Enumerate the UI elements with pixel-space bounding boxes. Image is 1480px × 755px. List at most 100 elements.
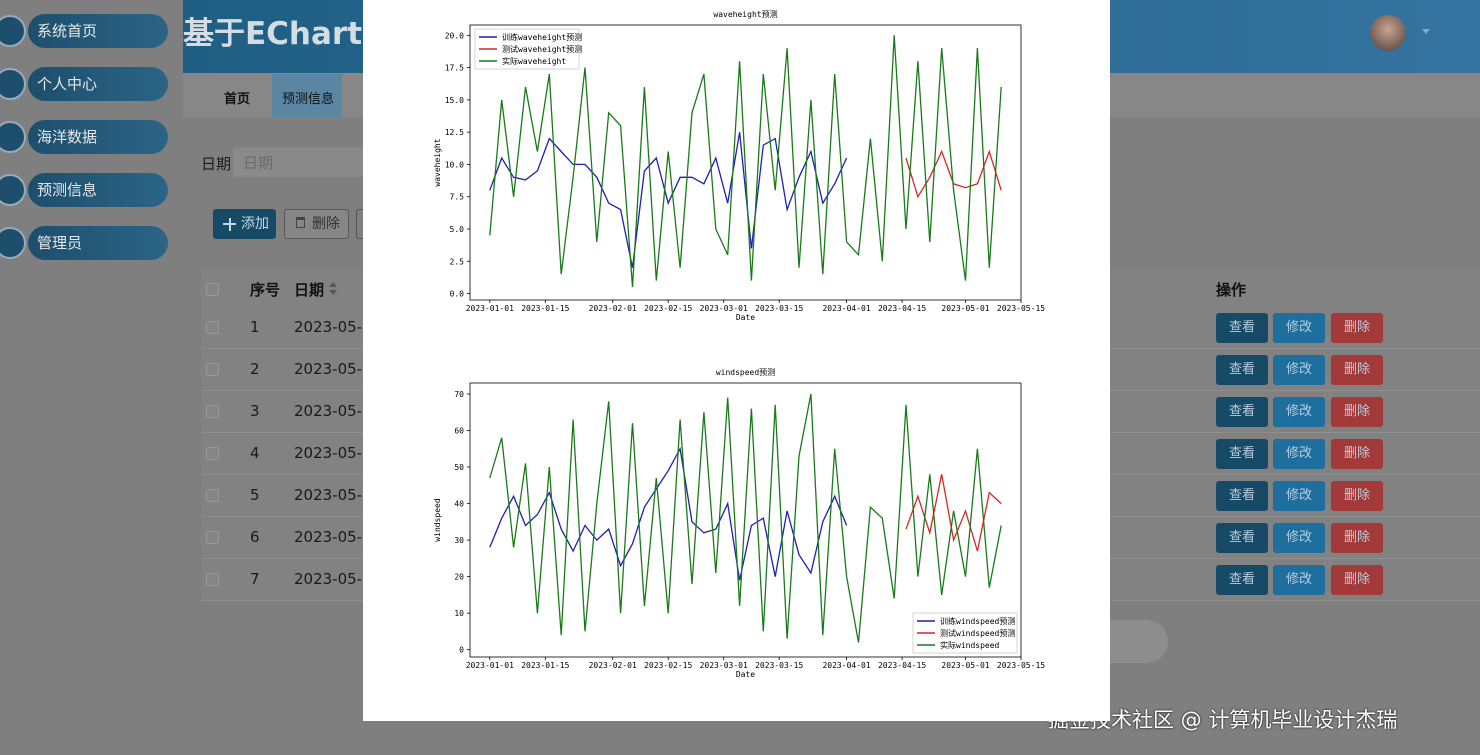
menu-item[interactable]: 管理员 <box>28 226 168 260</box>
menu-item[interactable]: 预测信息 <box>28 173 168 207</box>
action-button[interactable]: 修改 <box>1273 481 1325 511</box>
filter-label: 日期 <box>201 155 232 173</box>
avatar-caret[interactable] <box>1422 29 1430 34</box>
action-button[interactable]: 删除 <box>1331 481 1383 511</box>
legend-label: 训练waveheight预测 <box>502 32 582 42</box>
action-button[interactable]: 删除 <box>1331 355 1383 385</box>
menu-icon[interactable] <box>0 174 26 206</box>
delete-button[interactable]: 删除 <box>284 209 349 239</box>
checkbox[interactable] <box>206 573 219 586</box>
row-date: 2023-05-1 <box>294 570 372 588</box>
plus-icon <box>228 217 231 231</box>
sort-icon <box>329 282 337 287</box>
y-tick-label: 2.5 <box>450 257 465 266</box>
y-tick-label: 70 <box>454 390 464 399</box>
y-tick-label: 10 <box>454 609 464 618</box>
action-button[interactable]: 修改 <box>1273 355 1325 385</box>
row-date: 2023-05-1 <box>294 486 372 504</box>
series-line <box>489 446 848 581</box>
column-header: 日期 <box>294 281 325 299</box>
trash-icon <box>296 217 305 228</box>
action-button[interactable]: 查看 <box>1216 565 1268 595</box>
y-tick-label: 30 <box>454 536 464 545</box>
checkbox[interactable] <box>206 321 219 334</box>
x-axis-label: Date <box>736 313 755 322</box>
action-button[interactable]: 修改 <box>1273 439 1325 469</box>
action-button[interactable]: 删除 <box>1331 565 1383 595</box>
row-index: 5 <box>250 486 260 504</box>
menu-item[interactable]: 系统首页 <box>28 14 168 48</box>
y-tick-label: 5.0 <box>450 225 465 234</box>
menu-icon[interactable] <box>0 121 26 153</box>
action-button[interactable]: 修改 <box>1273 313 1325 343</box>
x-tick-label: 2023-04-01 <box>822 661 870 670</box>
x-tick-label: 2023-01-01 <box>466 304 514 313</box>
menu-item[interactable]: 海洋数据 <box>28 120 168 154</box>
action-button[interactable]: 删除 <box>1331 397 1383 427</box>
action-button[interactable]: 查看 <box>1216 355 1268 385</box>
filter-input[interactable]: 日期 <box>233 147 373 177</box>
action-button[interactable]: 查看 <box>1216 481 1268 511</box>
y-tick-label: 17.5 <box>445 64 464 73</box>
menu-icon[interactable] <box>0 68 26 100</box>
action-button[interactable]: 删除 <box>1331 313 1383 343</box>
action-button[interactable]: 修改 <box>1273 565 1325 595</box>
checkbox[interactable] <box>206 489 219 502</box>
tab[interactable]: 预测信息 <box>282 92 335 107</box>
checkbox[interactable] <box>206 405 219 418</box>
x-tick-label: 2023-04-01 <box>822 304 870 313</box>
legend-label: 实际waveheight <box>502 56 566 66</box>
y-tick-label: 7.5 <box>450 193 465 202</box>
legend-label: 测试windspeed预测 <box>940 628 1015 638</box>
row-date: 2023-05-1 <box>294 528 372 546</box>
action-button[interactable]: 查看 <box>1216 439 1268 469</box>
checkbox[interactable] <box>206 447 219 460</box>
x-tick-label: 2023-01-01 <box>466 661 514 670</box>
row-index: 2 <box>250 360 260 378</box>
row-date: 2023-05-1 <box>294 318 372 336</box>
tab[interactable]: 首页 <box>224 92 251 107</box>
action-button[interactable]: 查看 <box>1216 313 1268 343</box>
sort-icon <box>329 290 337 295</box>
x-tick-label: 2023-03-15 <box>755 304 803 313</box>
x-axis-label: Date <box>736 670 755 679</box>
legend-label: 实际windspeed <box>940 640 1000 650</box>
action-button[interactable]: 查看 <box>1216 397 1268 427</box>
y-tick-label: 0 <box>459 646 464 655</box>
x-tick-label: 2023-02-15 <box>644 661 692 670</box>
row-date: 2023-05-1 <box>294 402 372 420</box>
pagination[interactable] <box>1110 620 1168 663</box>
row-index: 3 <box>250 402 260 420</box>
action-button[interactable]: 修改 <box>1273 523 1325 553</box>
x-tick-label: 2023-04-15 <box>878 661 926 670</box>
checkbox[interactable] <box>206 363 219 376</box>
x-tick-label: 2023-04-15 <box>878 304 926 313</box>
action-button[interactable]: 删除 <box>1331 523 1383 553</box>
y-tick-label: 40 <box>454 500 464 509</box>
plot-frame <box>469 382 1022 658</box>
checkbox[interactable] <box>206 283 219 296</box>
menu-item[interactable]: 个人中心 <box>28 67 168 101</box>
y-tick-label: 12.5 <box>445 128 464 137</box>
checkbox[interactable] <box>206 531 219 544</box>
plot-frame <box>469 24 1022 301</box>
action-button[interactable]: 修改 <box>1273 397 1325 427</box>
x-tick-label: 2023-05-01 <box>941 304 989 313</box>
app-title: 基于ECharts <box>183 16 381 52</box>
menu-icon[interactable] <box>0 15 26 47</box>
x-tick-label: 2023-03-01 <box>700 304 748 313</box>
x-tick-label: 2023-01-15 <box>521 304 569 313</box>
action-button[interactable]: 查看 <box>1216 523 1268 553</box>
x-tick-label: 2023-02-01 <box>589 304 637 313</box>
y-tick-label: 60 <box>454 426 464 435</box>
y-tick-label: 10.0 <box>445 160 464 169</box>
y-axis-label: waveheight <box>433 138 442 186</box>
menu-icon[interactable] <box>0 227 26 259</box>
y-tick-label: 50 <box>454 463 464 472</box>
x-tick-label: 2023-05-01 <box>941 661 989 670</box>
avatar[interactable] <box>1370 15 1406 51</box>
action-button[interactable]: 删除 <box>1331 439 1383 469</box>
y-tick-label: 15.0 <box>445 96 464 105</box>
